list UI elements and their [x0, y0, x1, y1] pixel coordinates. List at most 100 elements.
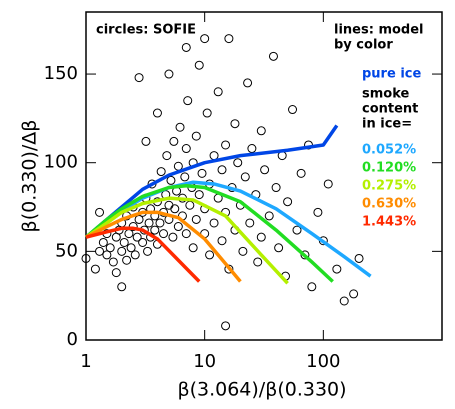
scatter-point	[274, 243, 284, 253]
scatter-point	[95, 207, 105, 217]
scatter-point	[271, 183, 281, 193]
legend-label: 0.630%	[362, 197, 416, 212]
scatter-point	[124, 229, 134, 239]
scatter-point	[162, 151, 172, 161]
scatter-point	[175, 122, 185, 132]
scatter-point	[134, 214, 144, 224]
annotation: content	[362, 102, 418, 117]
scatter-point	[191, 131, 201, 141]
scatter-point	[221, 140, 231, 150]
scatter-point	[260, 165, 270, 175]
scatter-point	[132, 232, 142, 242]
annotation: circles: SOFIE	[96, 23, 196, 38]
scatter-point	[98, 237, 108, 247]
annotation: by color	[334, 38, 393, 53]
scatter-point	[134, 73, 144, 83]
y-tick-label: 0	[67, 329, 78, 350]
model-line	[85, 210, 242, 283]
y-tick-label: 100	[44, 152, 78, 173]
annotation: in ice=	[362, 117, 412, 132]
scatter-point	[164, 69, 174, 79]
scatter-point	[233, 158, 243, 168]
scatter-point	[141, 136, 151, 146]
scatter-point	[197, 168, 207, 178]
scatter-point	[102, 250, 112, 260]
scatter-point	[108, 257, 118, 267]
scatter-point	[230, 119, 240, 129]
scatter-point	[90, 264, 100, 274]
scatter-point	[81, 253, 91, 263]
scatter-point	[143, 246, 153, 256]
scatter-point	[349, 289, 359, 299]
scatter-point	[253, 257, 263, 267]
scatter-point	[264, 211, 274, 221]
y-tick-label: 150	[44, 63, 78, 84]
scatter-point	[283, 197, 293, 207]
scatter-point	[268, 51, 278, 61]
x-tick-label: 10	[193, 351, 216, 372]
legend-label: 0.120%	[362, 161, 416, 176]
scatter-point	[181, 42, 191, 52]
scatter-point	[247, 144, 257, 154]
scatter-point	[209, 218, 219, 228]
scatter-point	[307, 282, 317, 292]
scatter-point	[144, 218, 154, 228]
scatter-point	[292, 225, 302, 235]
scatter-point	[191, 214, 201, 224]
scatter-point	[213, 87, 223, 97]
scatter-point	[288, 105, 298, 115]
y-tick-label: 50	[55, 240, 78, 261]
scatter-point	[180, 172, 190, 182]
model-line	[84, 184, 334, 283]
x-axis-label: β(3.064)/β(0.330)	[177, 379, 346, 401]
x-tick-label: 100	[306, 351, 340, 372]
scatter-point	[155, 218, 165, 228]
scatter-point	[128, 222, 138, 232]
y-axis-label: β(0.330)/Δβ	[19, 120, 41, 233]
scatter-point	[183, 96, 193, 106]
scatter-point	[300, 250, 310, 260]
scatter-point	[200, 34, 210, 44]
scatter-point	[95, 246, 105, 256]
scatter-point	[170, 204, 180, 214]
annotation: smoke	[362, 87, 410, 102]
legend-label: 1.443%	[362, 215, 416, 230]
scatter-point	[238, 246, 248, 256]
scatter-point	[354, 253, 364, 263]
scatter-point	[202, 108, 212, 118]
scatter-point	[138, 237, 148, 247]
legend-label: 0.052%	[362, 143, 416, 158]
scatter-point	[194, 190, 204, 200]
plot-frame	[85, 11, 443, 341]
model-line	[85, 196, 289, 285]
scatter-point	[188, 243, 198, 253]
scatter-point	[194, 60, 204, 70]
scatter-point	[243, 78, 253, 88]
scatter-point	[205, 250, 215, 260]
scatter-point	[152, 108, 162, 118]
scatter-point	[111, 268, 121, 278]
scatter-point	[156, 167, 166, 177]
scatter-point	[332, 264, 342, 274]
annotation: lines: model	[334, 23, 424, 38]
scatter-point	[168, 232, 178, 242]
scatter-point	[150, 225, 160, 235]
scatter-point	[119, 237, 129, 247]
scatter-point	[256, 232, 266, 242]
scatter-point	[224, 34, 234, 44]
scatter-point	[130, 250, 140, 260]
scatter-point	[256, 126, 266, 136]
model-line	[85, 226, 201, 283]
x-tick-label: 1	[80, 351, 91, 372]
scatter-point	[166, 175, 176, 185]
scatter-point	[296, 168, 306, 178]
scatter-point	[217, 236, 227, 246]
scatter-point	[126, 243, 136, 253]
scatter-point	[122, 255, 132, 265]
scatter-point	[185, 200, 195, 210]
scatter-point	[181, 144, 191, 154]
scatter-point	[117, 282, 127, 292]
scatter-point	[217, 165, 227, 175]
legend-label: 0.275%	[362, 179, 416, 194]
